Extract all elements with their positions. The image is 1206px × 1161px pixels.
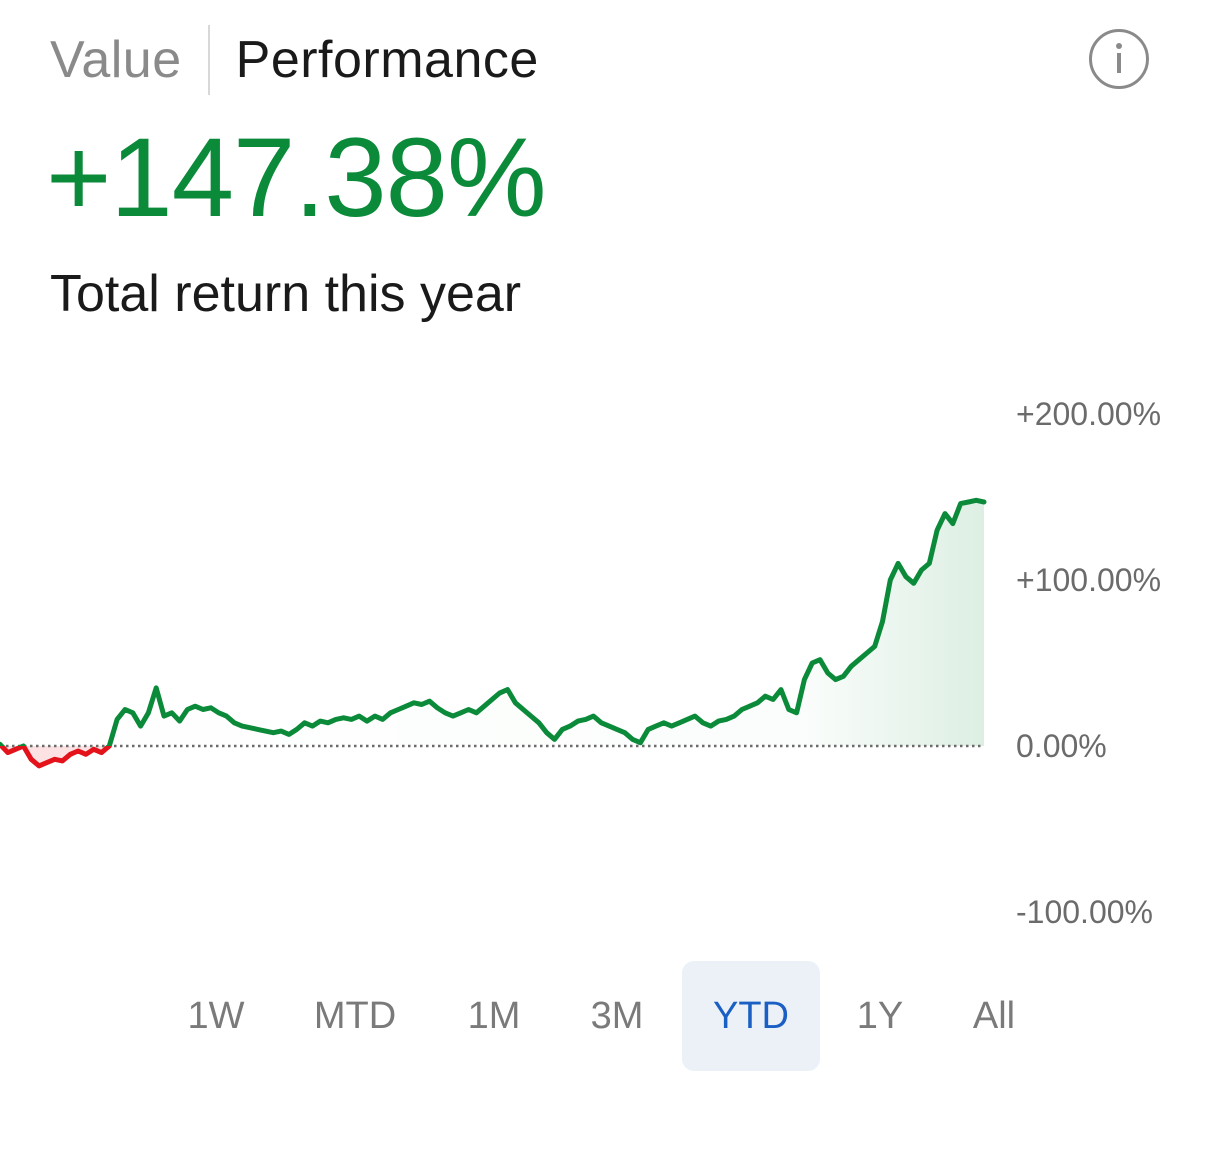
range-all-button[interactable]: All xyxy=(972,995,1016,1037)
positive-area-fill xyxy=(0,500,984,746)
total-return-label: Total return this year xyxy=(50,265,522,323)
range-mtd-button[interactable]: MTD xyxy=(313,995,397,1037)
tab-value[interactable]: Value xyxy=(50,31,182,89)
time-range-selector: 1W MTD 1M 3M YTD 1Y All xyxy=(0,961,1206,1071)
range-1w-button[interactable]: 1W xyxy=(187,995,245,1037)
y-tick-label: 0.00% xyxy=(1016,728,1107,764)
total-return-value: +147.38% xyxy=(46,115,547,240)
negative-area-fill xyxy=(0,746,984,766)
info-button[interactable] xyxy=(1089,29,1149,89)
tab-divider xyxy=(207,25,210,95)
range-1m-button[interactable]: 1M xyxy=(467,995,521,1037)
y-tick-label: -100.00% xyxy=(1016,894,1153,930)
info-circle-icon xyxy=(1116,43,1122,73)
range-3m-button[interactable]: 3M xyxy=(590,995,644,1037)
range-1y-button[interactable]: 1Y xyxy=(856,995,904,1037)
y-tick-label: +200.00% xyxy=(1016,396,1162,432)
range-ytd-button[interactable]: YTD xyxy=(682,961,820,1071)
performance-chart xyxy=(0,497,987,769)
tab-performance[interactable]: Performance xyxy=(235,31,539,89)
view-tabs: Value Performance xyxy=(50,24,539,96)
series-line-positive xyxy=(0,497,987,746)
y-tick-label: +100.00% xyxy=(1016,562,1162,598)
